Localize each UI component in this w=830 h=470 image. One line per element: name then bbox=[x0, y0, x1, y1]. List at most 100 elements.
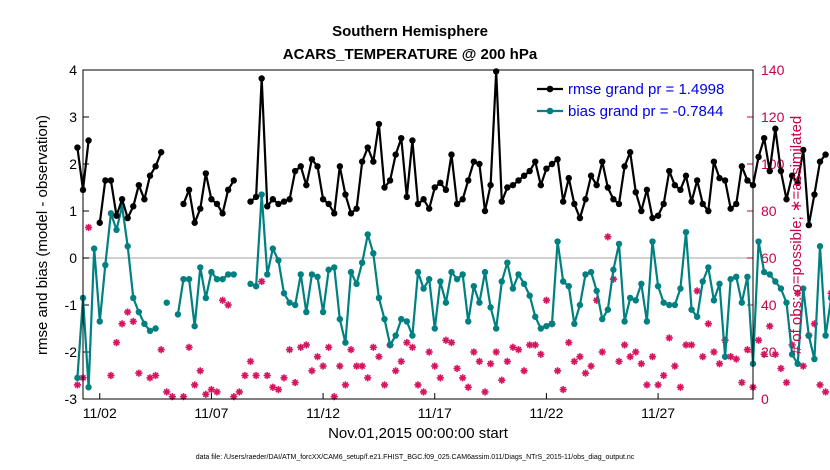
obs-marker bbox=[146, 374, 154, 382]
bias-point bbox=[275, 257, 282, 264]
obs-marker bbox=[341, 381, 350, 389]
rmse-point bbox=[247, 198, 254, 205]
obs-marker bbox=[453, 364, 461, 373]
rmse-point bbox=[465, 177, 472, 184]
rmse-point bbox=[481, 207, 489, 215]
bias-point bbox=[291, 301, 299, 309]
obs-marker bbox=[699, 353, 707, 361]
bias-point bbox=[638, 280, 645, 288]
bias-point bbox=[107, 210, 115, 217]
obs-marker bbox=[671, 362, 679, 370]
rmse-point bbox=[487, 181, 494, 189]
rmse-point bbox=[760, 134, 768, 142]
obs-marker bbox=[771, 350, 779, 358]
rmse-point bbox=[621, 163, 628, 170]
bias-point bbox=[626, 294, 634, 302]
left-y-tick-label: 2 bbox=[69, 156, 77, 172]
bias-point bbox=[599, 315, 606, 323]
rmse-point bbox=[453, 200, 461, 208]
obs-marker bbox=[369, 343, 377, 351]
bias-point bbox=[727, 275, 734, 283]
rmse-point bbox=[459, 196, 466, 203]
rmse-point bbox=[180, 200, 187, 208]
rmse-point bbox=[107, 177, 115, 184]
bias-point bbox=[448, 268, 455, 276]
bias-series bbox=[74, 191, 830, 391]
obs-marker bbox=[654, 381, 662, 389]
obs-marker bbox=[620, 341, 629, 349]
rmse-point bbox=[442, 186, 450, 194]
rmse-point bbox=[213, 200, 221, 208]
obs-marker bbox=[73, 381, 82, 389]
obs-marker bbox=[380, 381, 389, 389]
obs-marker bbox=[246, 357, 255, 365]
obs-marker bbox=[682, 341, 690, 349]
left-y-tick-label: 1 bbox=[69, 203, 77, 219]
obs-marker bbox=[782, 378, 791, 387]
bias-point bbox=[197, 264, 204, 271]
rmse-point bbox=[386, 177, 394, 184]
rmse-point bbox=[470, 158, 478, 165]
obs-marker bbox=[135, 369, 143, 377]
bias-point bbox=[431, 325, 438, 332]
left-y-tick-label: 4 bbox=[69, 62, 77, 78]
rmse-point bbox=[314, 163, 321, 170]
obs-marker bbox=[397, 357, 405, 365]
bias-point bbox=[465, 318, 472, 325]
left-y-axis-label: rmse and bias (model - observation) bbox=[34, 115, 51, 355]
bias-point bbox=[113, 226, 120, 233]
bias-point bbox=[632, 297, 639, 304]
rmse-point bbox=[805, 221, 813, 229]
bias-point bbox=[615, 240, 623, 248]
obs-marker bbox=[766, 322, 774, 330]
obs-assimilated-series bbox=[73, 223, 830, 401]
bias-point bbox=[331, 264, 338, 271]
obs-marker bbox=[604, 233, 612, 241]
obs-marker bbox=[358, 362, 366, 370]
bias-point bbox=[688, 306, 695, 313]
obs-marker bbox=[598, 348, 606, 356]
legend-bias-label: bias grand pr = -0.7844 bbox=[568, 103, 724, 120]
obs-marker bbox=[531, 341, 539, 349]
bias-point bbox=[230, 271, 237, 278]
bias-point bbox=[353, 280, 360, 288]
rmse-point bbox=[342, 191, 349, 198]
bias-point bbox=[280, 290, 288, 297]
rmse-point bbox=[632, 189, 639, 196]
rmse-point bbox=[448, 151, 455, 158]
rmse-point bbox=[721, 177, 729, 184]
bias-point bbox=[794, 360, 801, 367]
rmse-point bbox=[102, 177, 109, 184]
rmse-point bbox=[336, 163, 344, 170]
left-y-axis: -3 -2 -1 0 1 2 3 4 bbox=[65, 62, 89, 407]
rmse-point bbox=[716, 174, 723, 182]
obs-marker bbox=[553, 367, 562, 375]
obs-marker bbox=[269, 383, 277, 391]
obs-marker bbox=[542, 296, 551, 304]
rmse-point bbox=[693, 177, 701, 184]
rmse-point bbox=[604, 184, 612, 191]
obs-marker bbox=[816, 381, 824, 389]
bias-point bbox=[85, 384, 92, 391]
obs-marker bbox=[252, 371, 260, 380]
bias-point bbox=[654, 283, 662, 290]
rmse-point bbox=[96, 219, 103, 226]
rmse-point bbox=[738, 163, 746, 170]
obs-marker bbox=[118, 320, 126, 328]
chart-subtitle: ACARS_TEMPERATURE @ 200 hPa bbox=[283, 46, 538, 63]
rmse-point bbox=[520, 172, 528, 179]
obs-marker bbox=[313, 353, 322, 361]
obs-marker bbox=[738, 378, 746, 387]
rmse-point bbox=[733, 200, 740, 208]
rmse-point bbox=[710, 158, 718, 165]
bias-point bbox=[559, 278, 567, 285]
legend-bias-marker bbox=[546, 107, 554, 115]
rmse-point bbox=[353, 205, 360, 212]
bias-point bbox=[811, 355, 818, 363]
obs-marker bbox=[637, 360, 645, 368]
bias-point bbox=[777, 285, 785, 292]
rmse-point bbox=[666, 167, 673, 175]
bias-point bbox=[102, 261, 109, 269]
obs-marker bbox=[643, 381, 651, 389]
bias-point bbox=[264, 271, 271, 278]
